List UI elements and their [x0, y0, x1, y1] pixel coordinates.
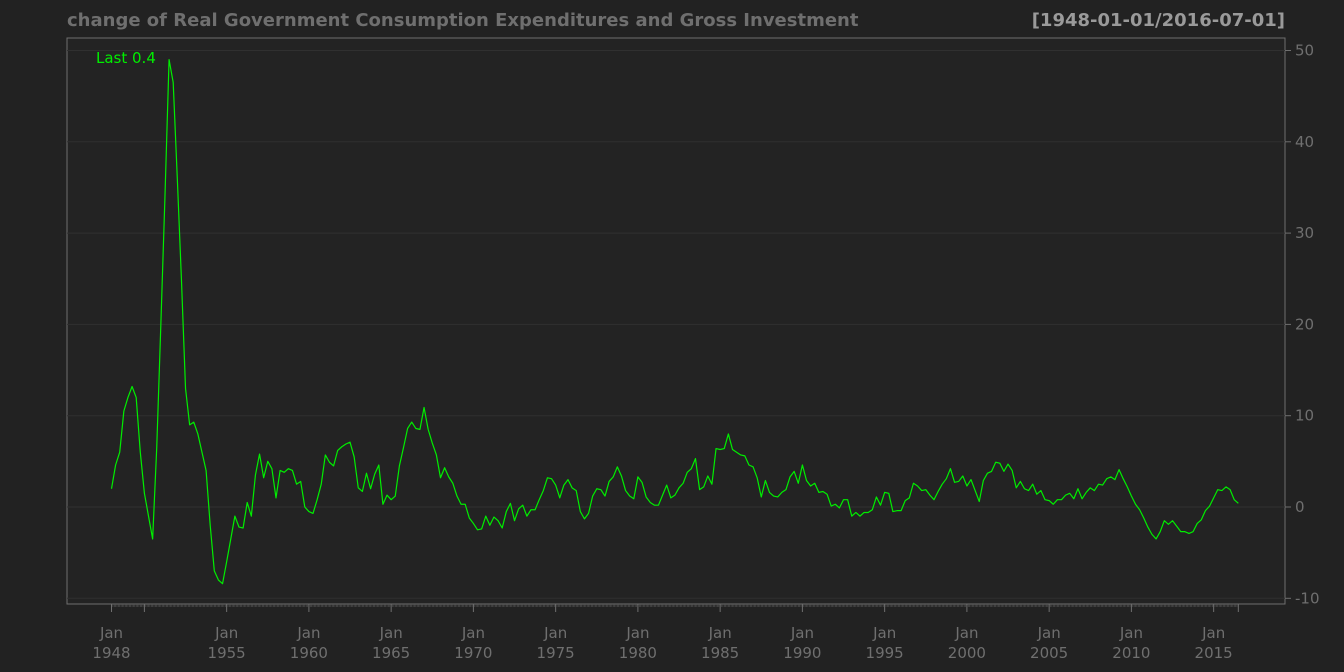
x-tick-year-label: 2000 [948, 644, 986, 662]
x-tick-month-label: Jan [954, 624, 978, 642]
y-tick-label: 40 [1295, 133, 1314, 151]
x-tick-month-label: Jan [1037, 624, 1061, 642]
y-tick-label: 30 [1295, 224, 1314, 242]
x-tick-year-label: 1990 [783, 644, 821, 662]
x-tick-month-label: Jan [296, 624, 320, 642]
plot-area [66, 37, 1286, 605]
x-tick-year-label: 1965 [372, 644, 410, 662]
y-tick-label: 10 [1295, 407, 1314, 425]
x-tick-year-label: 2015 [1195, 644, 1233, 662]
x-tick-year-label: 1960 [290, 644, 328, 662]
x-tick-month-label: Jan [214, 624, 238, 642]
y-tick-label: 0 [1295, 498, 1305, 516]
x-axis: Jan 1948 Jan 1955 Jan 1960 Jan 1965 Jan 1970 Jan 19… [92, 604, 1239, 662]
x-tick-year-label: 1975 [537, 644, 575, 662]
x-tick-year-label: 1970 [454, 644, 492, 662]
x-tick-year-label: 2010 [1112, 644, 1150, 662]
x-tick-month-label: Jan [379, 624, 403, 642]
x-tick-year-label: 1985 [701, 644, 739, 662]
x-tick-month-label: Jan [790, 624, 814, 642]
date-range-label: [1948-01-01/2016-07-01] [1032, 10, 1285, 31]
x-tick-year-label: 1955 [208, 644, 246, 662]
x-tick-month-label: Jan [872, 624, 896, 642]
x-tick-month-label: Jan [461, 624, 485, 642]
y-tick-label: 50 [1295, 42, 1314, 60]
x-tick-year-label: 1948 [92, 644, 130, 662]
x-tick-year-label: 1995 [866, 644, 904, 662]
series-line [110, 59, 1239, 585]
x-tick-month-label: Jan [99, 624, 123, 642]
x-tick-month-label: Jan [543, 624, 567, 642]
x-tick-year-label: 2005 [1030, 644, 1068, 662]
x-tick-month-label: Jan [625, 624, 649, 642]
x-tick-month-label: Jan [1201, 624, 1225, 642]
y-tick-label: -10 [1295, 589, 1320, 607]
chart-title: change of Real Government Consumption Ex… [67, 10, 859, 31]
x-tick-year-label: 1980 [619, 644, 657, 662]
grid-lines [67, 50, 1285, 599]
last-value-label: Last 0.4 [96, 49, 156, 67]
x-tick-month-label: Jan [708, 624, 732, 642]
y-axis: -10 0 10 20 30 40 50 [1285, 42, 1320, 607]
y-tick-label: 20 [1295, 315, 1314, 333]
x-tick-month-label: Jan [1119, 624, 1143, 642]
